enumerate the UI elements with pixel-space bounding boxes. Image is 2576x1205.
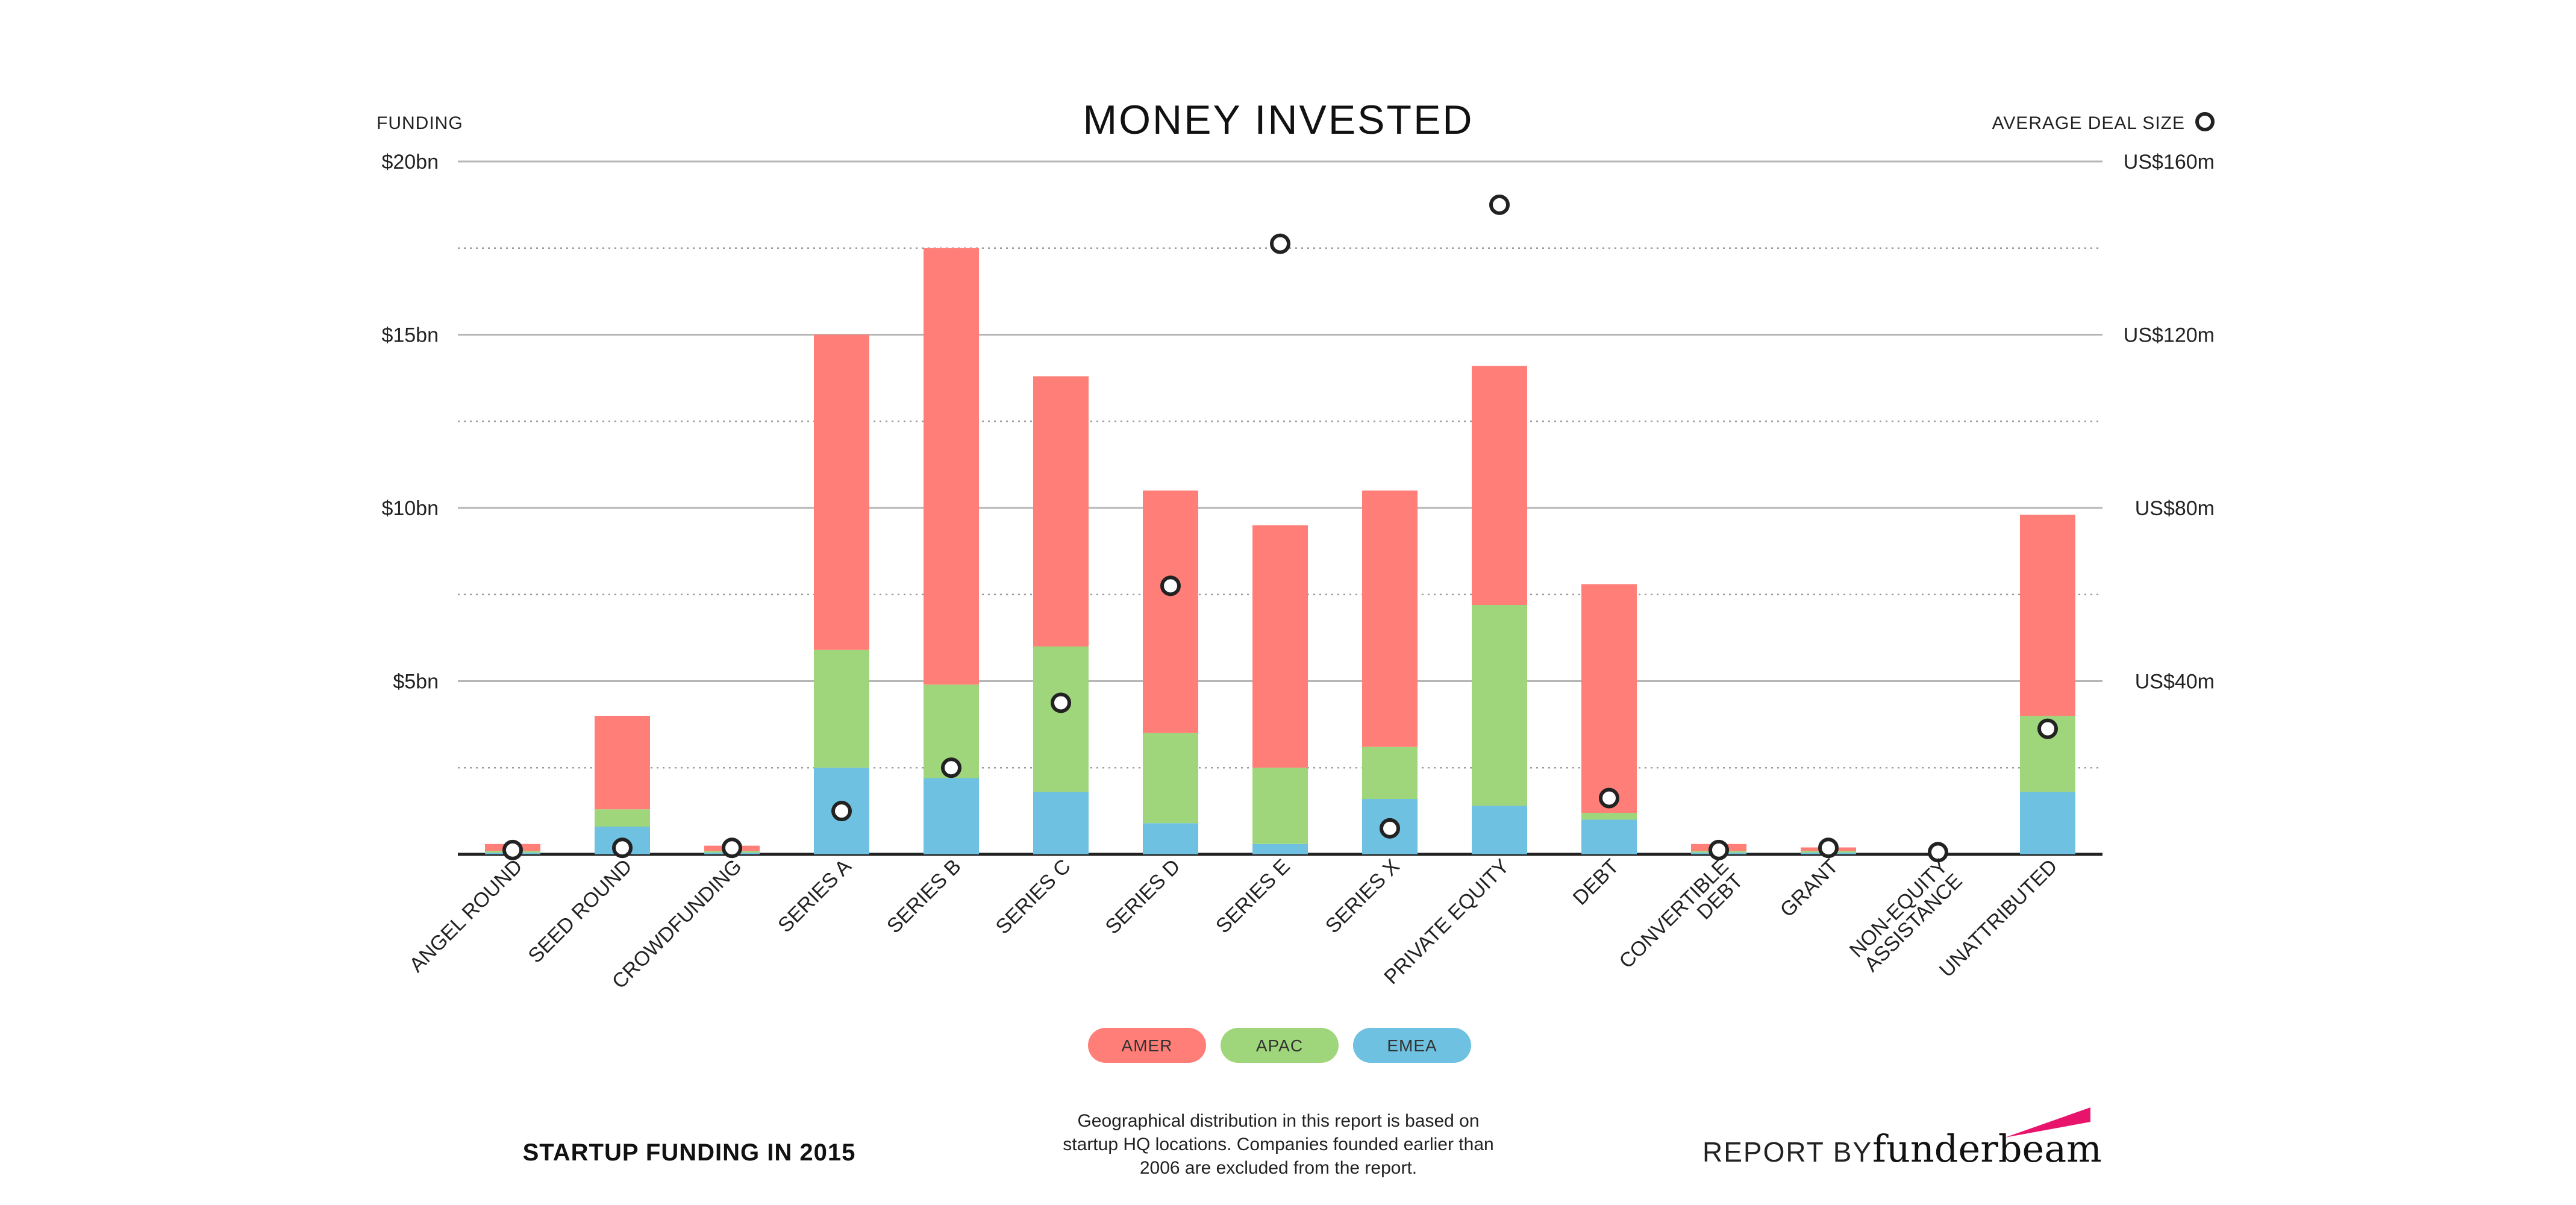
bar-apac	[1472, 605, 1527, 806]
y2-tick-label: US$80m	[2135, 497, 2215, 520]
x-tick-label: SERIES B	[883, 855, 966, 938]
x-tick-label-line: SERIES A	[774, 855, 856, 937]
y2-tick-label: US$40m	[2135, 671, 2215, 693]
y-tick-label: $5bn	[393, 671, 439, 693]
deal-size-point	[502, 839, 523, 860]
bar-amer	[814, 334, 869, 650]
x-tick-label: SERIES X	[1321, 855, 1404, 938]
x-tick-label: SERIES D	[1101, 855, 1185, 939]
x-tick-label-line: GRANT	[1776, 855, 1843, 922]
brand-logo: funderbeam	[1872, 1127, 2102, 1171]
x-tick-label: DEBT	[1569, 855, 1624, 910]
bar-amer	[1252, 525, 1308, 768]
deal-size-point	[612, 837, 633, 859]
x-tick-label: CONVERTIBLEDEBT	[1615, 855, 1748, 987]
deal-size-point	[1051, 692, 1071, 713]
x-tick-label: SERIES C	[992, 855, 1075, 939]
deal-size-point	[1380, 818, 1400, 839]
bar-amer	[924, 248, 979, 685]
x-tick-label-line: SEED ROUND	[524, 855, 636, 968]
legend-pill-amer	[1088, 1028, 1206, 1063]
x-tick-label-line: SERIES E	[1211, 855, 1295, 938]
deal-size-point	[722, 837, 742, 859]
bar-emea	[1472, 806, 1527, 854]
bar-apac	[1581, 813, 1637, 820]
brand-accent-icon	[2005, 1107, 2090, 1138]
x-tick-label: GRANT	[1776, 855, 1843, 922]
bar-amer	[595, 716, 650, 810]
report-by-label: REPORT BY	[1702, 1136, 1872, 1168]
x-tick-label-line: SERIES X	[1321, 855, 1404, 938]
bar-amer	[1143, 490, 1198, 733]
deal-size-point	[941, 757, 961, 778]
y2-tick-label: US$120m	[2124, 324, 2215, 347]
bar-amer	[1581, 584, 1637, 813]
bar-emea	[2020, 792, 2075, 854]
deal-size-markers	[502, 194, 2058, 863]
deal-size-point	[1270, 233, 1290, 254]
x-tick-label-line: SERIES D	[1101, 855, 1185, 939]
deal-size-point	[1708, 839, 1729, 860]
x-tick-label-line: ANGEL ROUND	[405, 855, 527, 977]
bar-emea	[1143, 823, 1198, 854]
footer-note-line-3: 2006 are excluded from the report.	[1140, 1158, 1417, 1178]
bar-emea	[1252, 844, 1308, 854]
bar-apac	[1252, 768, 1308, 844]
bar-amer	[2020, 515, 2075, 716]
x-tick-label: SERIES A	[774, 855, 856, 937]
deal-size-point	[1489, 194, 1510, 215]
deal-size-point	[2037, 718, 2058, 739]
deal-size-point	[1928, 842, 1948, 863]
bars	[485, 248, 2075, 854]
x-tick-label-line: DEBT	[1569, 855, 1624, 910]
y2-axis-title: AVERAGE DEAL SIZE	[1992, 113, 2185, 133]
bar-apac	[1362, 746, 1418, 799]
deal-size-point	[1160, 575, 1181, 596]
chart-title: MONEY INVESTED	[1083, 97, 1474, 143]
legend-label: EMEA	[1387, 1036, 1437, 1055]
bar-apac	[814, 649, 869, 768]
bar-emea	[1033, 792, 1089, 854]
bar-amer	[1472, 366, 1527, 605]
legend: AMER APAC EMEA	[1088, 1028, 1471, 1063]
x-tick-label: SERIES E	[1211, 855, 1295, 938]
y2-axis-marker-icon	[2195, 112, 2215, 131]
legend-pill-emea	[1353, 1028, 1471, 1063]
y-tick-label: $10bn	[381, 497, 439, 520]
y-axis-title: FUNDING	[377, 113, 463, 133]
y2-tick-label: US$160m	[2124, 151, 2215, 174]
x-tick-label: ANGEL ROUND	[405, 855, 527, 977]
deal-size-point	[1818, 837, 1839, 859]
bar-amer	[1033, 376, 1089, 646]
footer-title: STARTUP FUNDING IN 2015	[523, 1139, 856, 1166]
bar-apac	[1143, 733, 1198, 824]
bar-emea	[1581, 819, 1637, 854]
bar-emea	[924, 778, 979, 854]
bar-apac	[595, 809, 650, 827]
footer-note-line-1: Geographical distribution in this report…	[1077, 1111, 1479, 1131]
legend-label: APAC	[1256, 1036, 1303, 1055]
bar-apac	[1033, 646, 1089, 792]
legend-label: AMER	[1122, 1036, 1173, 1055]
deal-size-point	[1599, 787, 1619, 809]
x-tick-label: SEED ROUND	[524, 855, 636, 968]
legend-pill-apac	[1221, 1028, 1339, 1063]
y-tick-label: $20bn	[381, 151, 439, 174]
deal-size-point	[831, 801, 852, 822]
bar-amer	[1362, 490, 1418, 747]
x-tick-label-line: SERIES C	[992, 855, 1075, 939]
footer-note-line-2: startup HQ locations. Companies founded …	[1063, 1135, 1493, 1154]
y-tick-label: $15bn	[381, 324, 439, 347]
x-tick-label-line: SERIES B	[883, 855, 966, 938]
